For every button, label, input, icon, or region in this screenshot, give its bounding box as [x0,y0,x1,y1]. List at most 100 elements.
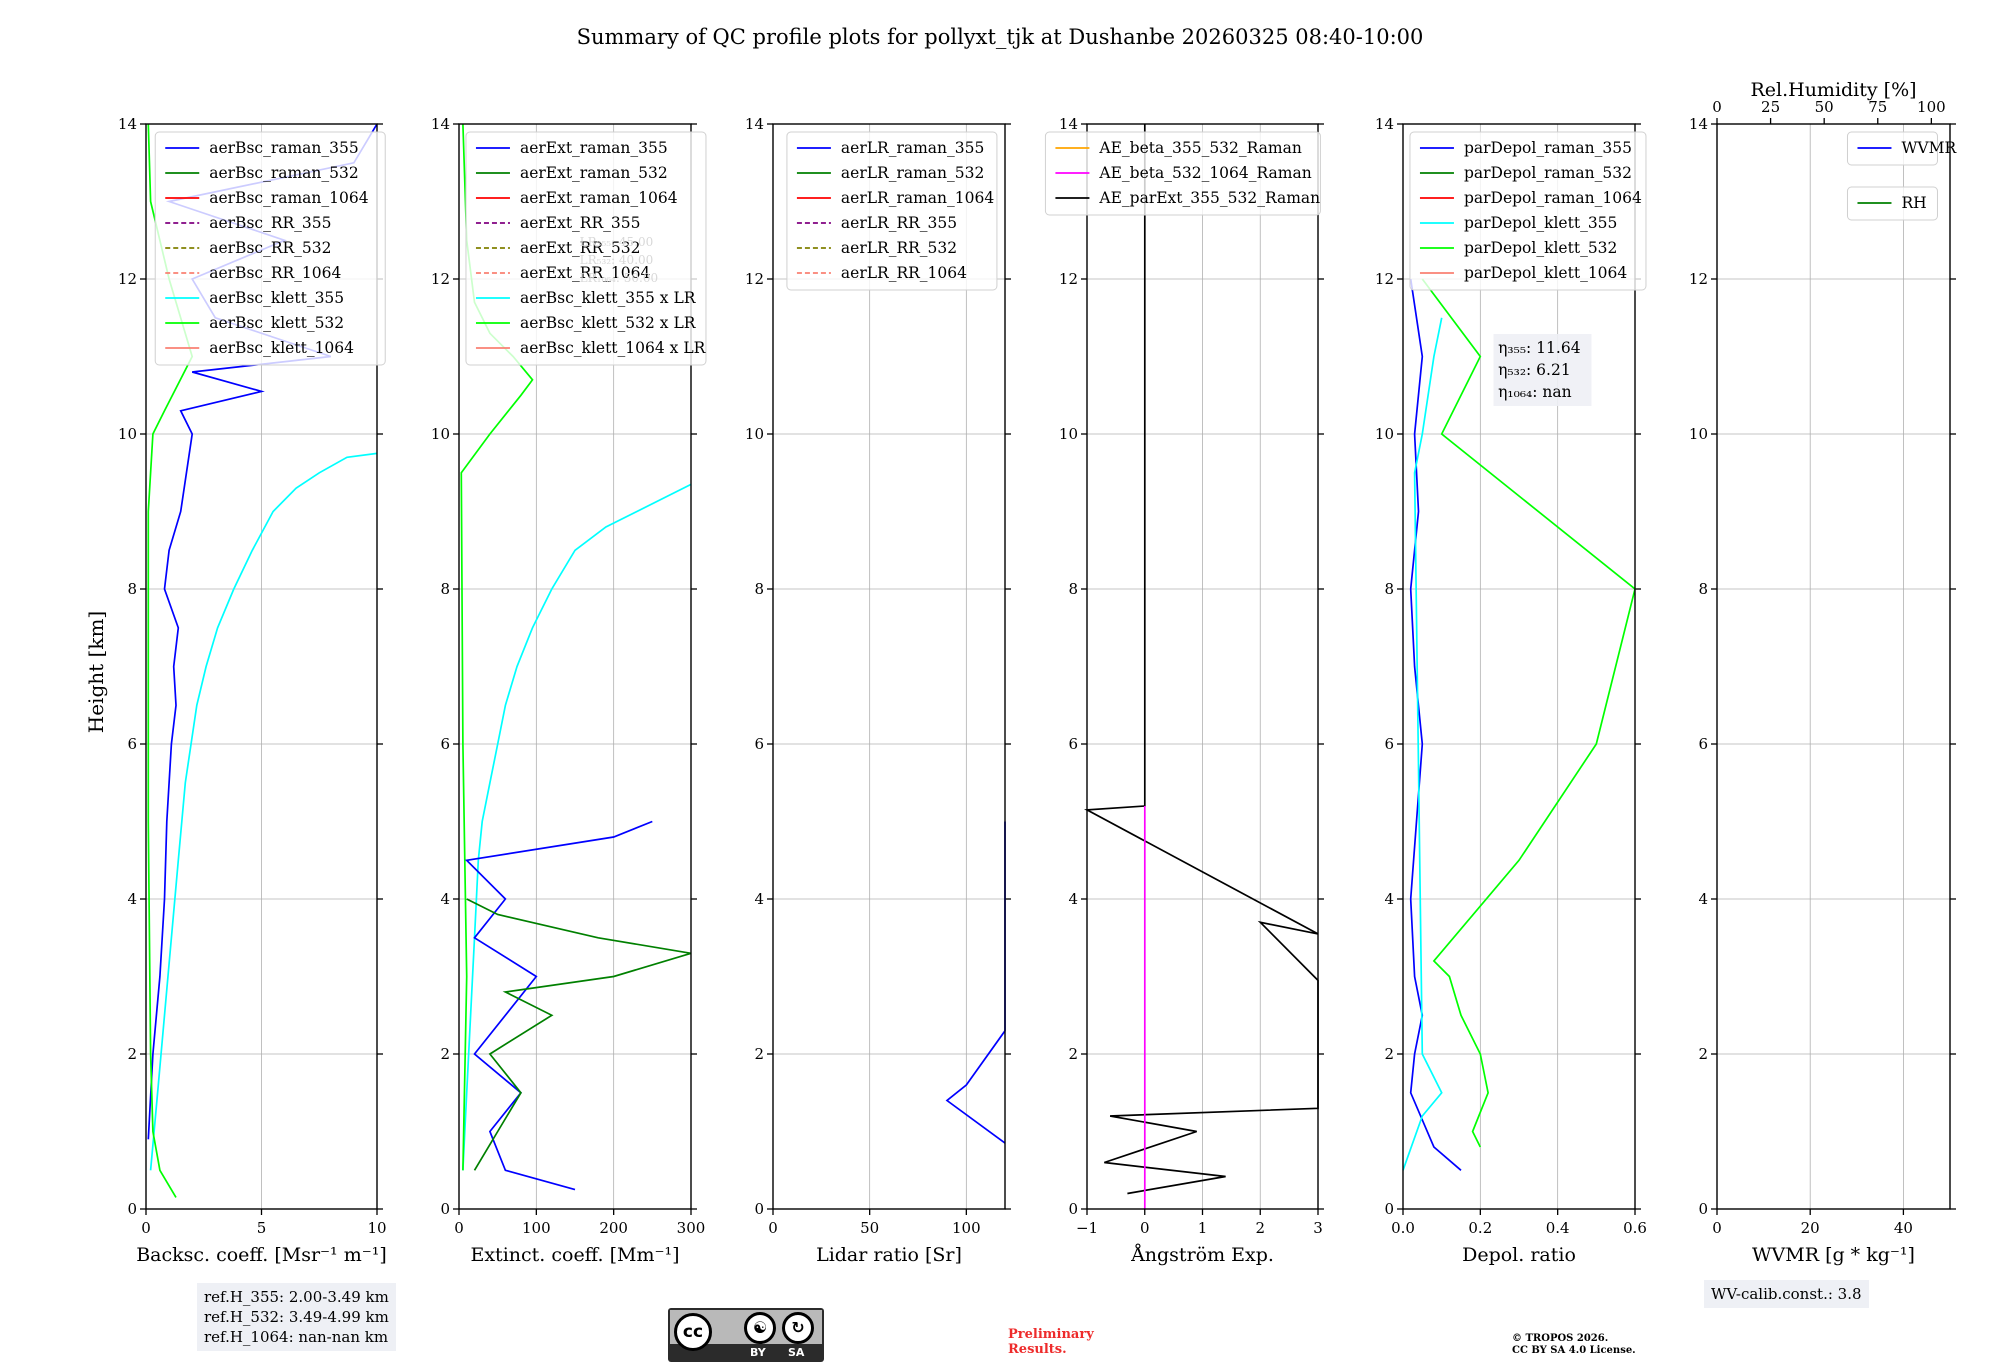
y-tick-label: 4 [1698,890,1708,908]
x-tick-label: 0 [1712,1219,1722,1237]
legend-box [1409,131,1647,291]
legend-entry: aerLR_RR_532 [841,239,957,257]
y-tick-label: 4 [1384,890,1394,908]
y-tick-label: 4 [127,890,137,908]
x-tick-label: 20 [1801,1219,1820,1237]
legend-entry: aerBsc_klett_1064 x LR [520,339,707,357]
legend-entry: parDepol_raman_355 [1464,139,1632,157]
ref-height-355: ref.H_355: 2.00-3.49 km [204,1288,389,1306]
y-tick-label: 10 [745,425,764,443]
y-tick-label: 12 [431,270,450,288]
series-parDepol_raman_355 [1409,278,1462,1171]
series-aerExt_raman_532 [466,898,692,1171]
y-tick-label: 14 [118,115,137,133]
y-tick-label: 6 [440,735,450,753]
y-tick-label: 2 [754,1045,764,1063]
legend-entry: aerExt_RR_1064 [520,264,651,282]
x-tick-label: 10 [367,1219,386,1237]
figure-title: Summary of QC profile plots for pollyxt_… [577,25,1424,49]
y-tick-label: 0 [1698,1200,1708,1218]
legend-entry: parDepol_klett_532 [1464,239,1617,257]
axes-frame [1086,123,1319,1210]
x-tick-label: 0.0 [1391,1219,1415,1237]
legend-entry: aerExt_RR_355 [520,214,641,232]
series-aerBsc_klett_355 x LR [462,483,692,1171]
axes-frame [145,123,378,1210]
x-axis-label: WVMR [g * kg⁻¹] [1752,1244,1915,1266]
eta-box [1493,334,1592,406]
lidar-ratio-note: LR₁₀₆₄: 50.00 [580,271,658,285]
y-tick-label: 12 [1689,270,1708,288]
y-tick-label: 10 [431,425,450,443]
y-tick-label: 0 [440,1200,450,1218]
legend-entry: aerLR_raman_1064 [841,189,994,207]
copyright-note: © TROPOS 2026. CC BY SA 4.0 License. [1512,1333,1636,1356]
top-tick-label: 100 [1917,98,1946,116]
y-tick-label: 2 [440,1045,450,1063]
x-tick-label: 0 [768,1219,778,1237]
cc-by-label: BY [750,1346,766,1359]
legend-entry: AE_beta_532_1064_Raman [1098,164,1311,182]
legend-box [154,131,386,366]
legend-entry: aerBsc_klett_532 [209,314,344,332]
y-tick-label: 8 [440,580,450,598]
x-tick-label: 0.4 [1546,1219,1570,1237]
x-axis-label: Backsc. coeff. [Msr⁻¹ m⁻¹] [136,1244,387,1266]
x-tick-label: 200 [599,1219,628,1237]
legend-entry: AE_beta_355_532_Raman [1098,139,1301,157]
series-parDepol_klett_355 [1402,317,1443,1171]
x-tick-label: 50 [860,1219,879,1237]
y-tick-label: 10 [118,425,137,443]
y-tick-label: 4 [1068,890,1078,908]
y-tick-label: 0 [127,1200,137,1218]
y-tick-label: 6 [1698,735,1708,753]
legend-entry: aerBsc_klett_355 [209,289,344,307]
y-tick-label: 12 [745,270,764,288]
y-tick-label: 12 [1059,270,1078,288]
x-tick-label: 0 [1140,1219,1150,1237]
x-tick-label: −1 [1076,1219,1098,1237]
top-tick-label: 25 [1761,98,1780,116]
x-axis-label: Extinct. coeff. [Mm⁻¹] [470,1244,679,1266]
panel-bsc: 0 2 4 6 8 10 12 14 0 5 10 Backsc. coeff. [Msr⁻¹ m⁻¹… [118,115,387,1266]
axes-frame [1402,123,1636,1210]
panel-lr: 0 2 4 6 8 10 12 14 0 50 100 Lidar ratio [Sr] aerLR_r… [745,115,1011,1266]
lidar-ratio-note: LR₅₃₂: 40.00 [580,253,654,267]
y-tick-label: 14 [1059,115,1078,133]
legend-entry: aerBsc_RR_532 [209,239,331,257]
legend-entry: parDepol_klett_355 [1464,214,1617,232]
legend-entry: aerLR_RR_355 [841,214,957,232]
top-tick-label: 50 [1815,98,1834,116]
x-tick-label: 40 [1894,1219,1913,1237]
legend-entry: aerBsc_raman_1064 [209,189,369,207]
legend-entry: AE_parExt_355_532_Raman [1098,189,1320,207]
cc-icon: cc [674,1313,712,1351]
attribution-icon: ☯ [744,1312,776,1344]
legend-entry: parDepol_raman_1064 [1464,189,1642,207]
y-tick-label: 8 [1384,580,1394,598]
x-tick-label: 5 [257,1219,267,1237]
axes-frame [458,123,692,1210]
panel-dep: 0 2 4 6 8 10 12 14 0.0 0.2 0.4 0.6 Depol. ratio parDe… [1375,115,1647,1266]
legend-entry: aerBsc_RR_1064 [209,264,341,282]
x-tick-label: 1 [1198,1219,1208,1237]
x-tick-label: 0.2 [1468,1219,1492,1237]
legend-box [465,131,707,366]
y-tick-label: 10 [1689,425,1708,443]
y-axis-label: Height [km] [84,611,108,733]
y-tick-label: 4 [754,890,764,908]
legend-entry: parDepol_raman_532 [1464,164,1632,182]
x-tick-label: 100 [522,1219,551,1237]
series-aerBsc_klett_355 [149,452,378,1171]
wv-calib-const: WV-calib.const.: 3.8 [1711,1285,1862,1303]
x-tick-label: 3 [1313,1219,1323,1237]
series-aerLR_raman_355 [945,821,1006,1144]
top-tick-label: 75 [1868,98,1887,116]
ref-height-532: ref.H_532: 3.49-4.99 km [204,1308,389,1326]
preliminary-results-note: Preliminary Results. [1008,1327,1094,1357]
y-tick-label: 8 [127,580,137,598]
x-axis-label: Ångström Exp. [1130,1244,1274,1266]
x-axis-label: Lidar ratio [Sr] [816,1244,962,1266]
series-aerExt_raman_355 [464,820,653,1191]
